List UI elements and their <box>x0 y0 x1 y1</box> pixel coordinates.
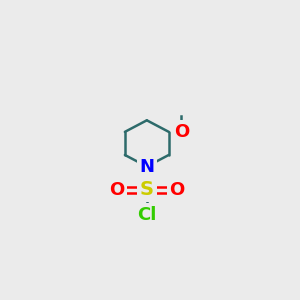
Text: O: O <box>109 181 124 199</box>
Text: O: O <box>174 123 189 141</box>
Text: S: S <box>140 180 154 199</box>
Text: O: O <box>169 181 184 199</box>
Text: Cl: Cl <box>137 206 157 224</box>
Text: N: N <box>139 158 154 175</box>
